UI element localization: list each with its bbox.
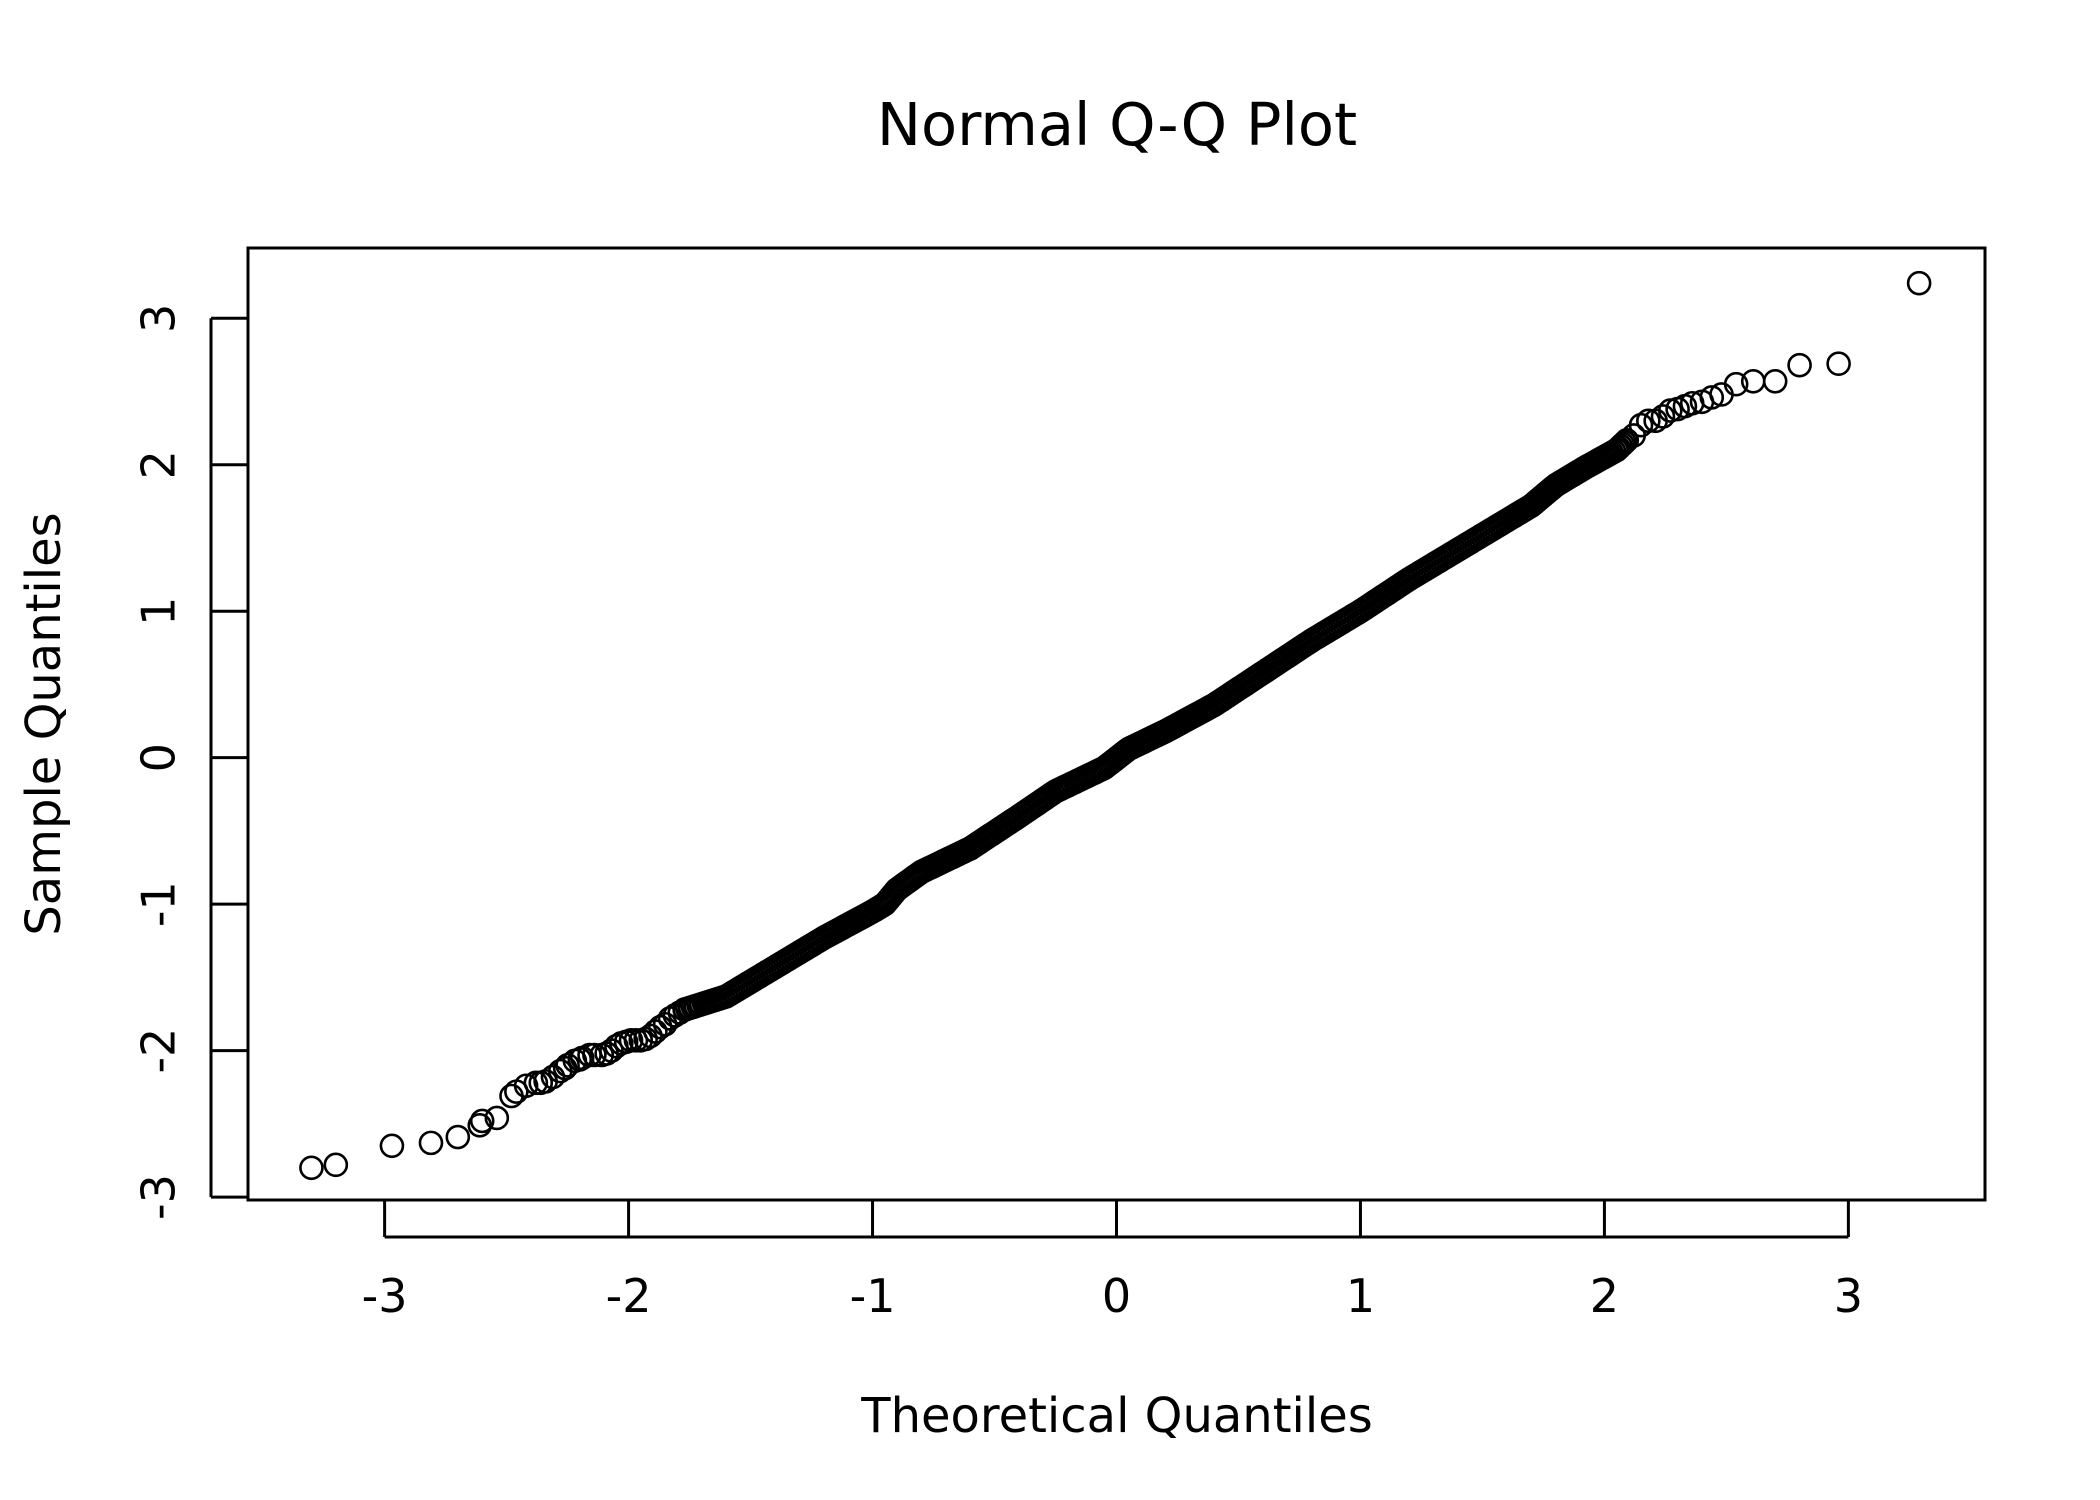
data-point [1650,404,1676,429]
chart-title: Normal Q-Q Plot [877,90,1357,159]
y-tick-label: -3 [132,1174,186,1220]
y-tick-label: 3 [132,304,186,333]
y-tick-label: 0 [132,743,186,772]
data-point [467,1113,493,1138]
x-axis: -3 -2 -1 0 1 2 3 [362,1200,1863,1323]
y-axis-label: Sample Quantiles [16,512,72,935]
data-point [567,1047,593,1072]
y-axis: -3 -2 -1 0 1 2 3 [132,304,248,1220]
data-point [1906,270,1932,296]
data-point [379,1133,405,1159]
data-point [504,1079,529,1104]
data-point [469,1108,495,1134]
data-point [484,1105,510,1131]
data-point [499,1083,524,1109]
y-tick-label: 2 [132,450,186,479]
data-points [299,270,1932,1181]
plot-frame [246,246,1987,1202]
data-point [552,1055,578,1081]
data-point [1787,352,1812,378]
data-point [1614,428,1640,453]
x-tick-label: 0 [1102,1269,1131,1323]
x-axis-label: Theoretical Quantiles [860,1388,1372,1444]
data-point [1606,435,1631,461]
data-point [1636,408,1661,434]
x-tick-label: -3 [362,1269,408,1323]
y-tick-label: -1 [132,881,186,927]
data-point [323,1152,349,1178]
data-point [445,1124,471,1150]
data-point [582,1042,607,1068]
data-point [1826,351,1851,377]
y-tick-label: 1 [132,597,186,626]
data-point [528,1070,554,1096]
x-tick-label: 3 [1834,1269,1863,1323]
x-tick-label: -1 [850,1269,896,1323]
x-tick-label: -2 [606,1269,652,1323]
y-tick-label: -2 [132,1028,186,1074]
data-point [1762,368,1788,394]
x-tick-label: 1 [1346,1269,1375,1323]
data-point [418,1130,444,1156]
data-point [1723,371,1749,397]
data-point [1699,385,1725,410]
data-point [299,1155,324,1181]
x-tick-label: 2 [1590,1269,1619,1323]
